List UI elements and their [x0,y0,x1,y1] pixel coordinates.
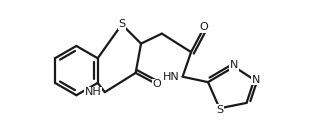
Text: NH: NH [85,87,102,97]
Text: N: N [252,75,260,85]
Text: HN: HN [163,72,180,82]
Text: S: S [216,105,223,115]
Text: N: N [230,60,238,70]
Text: O: O [153,80,162,89]
Text: S: S [118,19,125,29]
Text: O: O [200,23,209,33]
